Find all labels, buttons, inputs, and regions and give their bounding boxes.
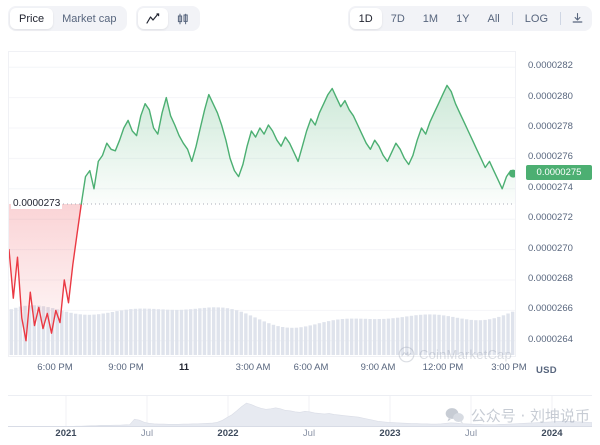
navigator-tick: Jul — [302, 428, 316, 439]
y-axis-tick: 0.0000264 — [528, 333, 573, 345]
navigator-tick: Jul — [464, 428, 478, 439]
chart-toolbar: Price Market cap 1D 7D 1M 1Y All LOG — [0, 0, 600, 38]
y-axis-tick: 0.0000278 — [528, 121, 573, 132]
range-option-1y[interactable]: 1Y — [447, 8, 478, 29]
open-price-label: 0.0000273 — [11, 198, 63, 209]
volume-bars — [9, 305, 515, 355]
x-axis-tick: 3:00 AM — [235, 362, 271, 373]
range-option-all[interactable]: All — [479, 8, 509, 29]
navigator-track[interactable] — [8, 395, 592, 427]
metric-option-price[interactable]: Price — [10, 8, 54, 29]
current-price-badge: 0.0000275 — [526, 165, 592, 181]
candlestick-chart-icon[interactable] — [168, 8, 198, 29]
y-axis-tick: 0.0000274 — [528, 181, 573, 193]
navigator-sparkline — [65, 396, 592, 426]
line-chart-icon[interactable] — [138, 8, 168, 29]
x-axis-tick: 3:00 PM — [491, 362, 527, 373]
range-navigator[interactable]: 2021 Jul 2022 Jul 2023 Jul 2024 — [0, 395, 600, 445]
time-range-group[interactable]: 1D 7D 1M 1Y All LOG — [347, 6, 592, 31]
navigator-tick: 2021 — [55, 428, 77, 439]
price-area-up — [81, 85, 515, 204]
range-option-1m[interactable]: 1M — [414, 8, 447, 29]
metric-option-market-cap[interactable]: Market cap — [53, 8, 125, 29]
range-option-1d[interactable]: 1D — [349, 8, 382, 29]
log-scale-button[interactable]: LOG — [516, 8, 557, 29]
metric-toggle-group[interactable]: Price Market cap — [8, 6, 128, 31]
price-line-up — [80, 84, 515, 205]
price-line-down — [9, 203, 82, 342]
chart-type-toggle-group[interactable] — [136, 6, 200, 31]
navigator-tick: Jul — [140, 428, 154, 439]
x-axis-tick: 9:00 PM — [108, 362, 144, 373]
navigator-area — [73, 402, 592, 426]
y-axis-tick: 0.0000272 — [528, 212, 573, 224]
y-axis-tick: 0.0000276 — [528, 151, 573, 163]
x-axis: 6:00 PM 9:00 PM 11 3:00 AM 6:00 AM 9:00 AM 12:… — [0, 358, 526, 380]
toolbar-divider-2 — [560, 12, 561, 25]
price-chart[interactable]: 0.0000273 CoinMarketCap 0.0000282 0.00002… — [0, 40, 600, 380]
x-axis-tick: 12:00 PM — [422, 362, 464, 373]
x-axis-tick: 9:00 AM — [360, 362, 396, 373]
x-axis-tick: 6:00 PM — [37, 362, 73, 373]
y-axis-tick: 0.0000282 — [528, 60, 573, 72]
price-area-down — [9, 204, 82, 341]
x-axis-tick: 11 — [178, 362, 190, 373]
y-axis-tick: 0.0000266 — [528, 303, 573, 315]
toolbar-divider-1 — [511, 12, 513, 25]
navigator-tick: 2022 — [217, 428, 239, 439]
navigator-tick: 2024 — [541, 428, 563, 439]
y-axis-tick: 0.0000280 — [528, 90, 573, 102]
x-axis-tick: 6:00 AM — [293, 362, 329, 373]
y-axis: 0.0000282 0.0000280 0.0000278 0.0000276 0.00… — [524, 40, 600, 370]
y-axis-tick: 0.0000268 — [528, 273, 573, 284]
range-option-7d[interactable]: 7D — [382, 8, 414, 29]
last-price-dot — [509, 169, 515, 178]
download-icon[interactable] — [564, 8, 590, 29]
plot-area[interactable]: 0.0000273 — [8, 51, 516, 357]
y-axis-tick: 0.0000270 — [528, 242, 573, 254]
navigator-tick: 2023 — [379, 428, 401, 439]
currency-label: USD — [536, 365, 557, 376]
price-series-svg — [9, 66, 515, 355]
navigator-x-axis: 2021 Jul 2022 Jul 2023 Jul 2024 — [8, 428, 592, 444]
